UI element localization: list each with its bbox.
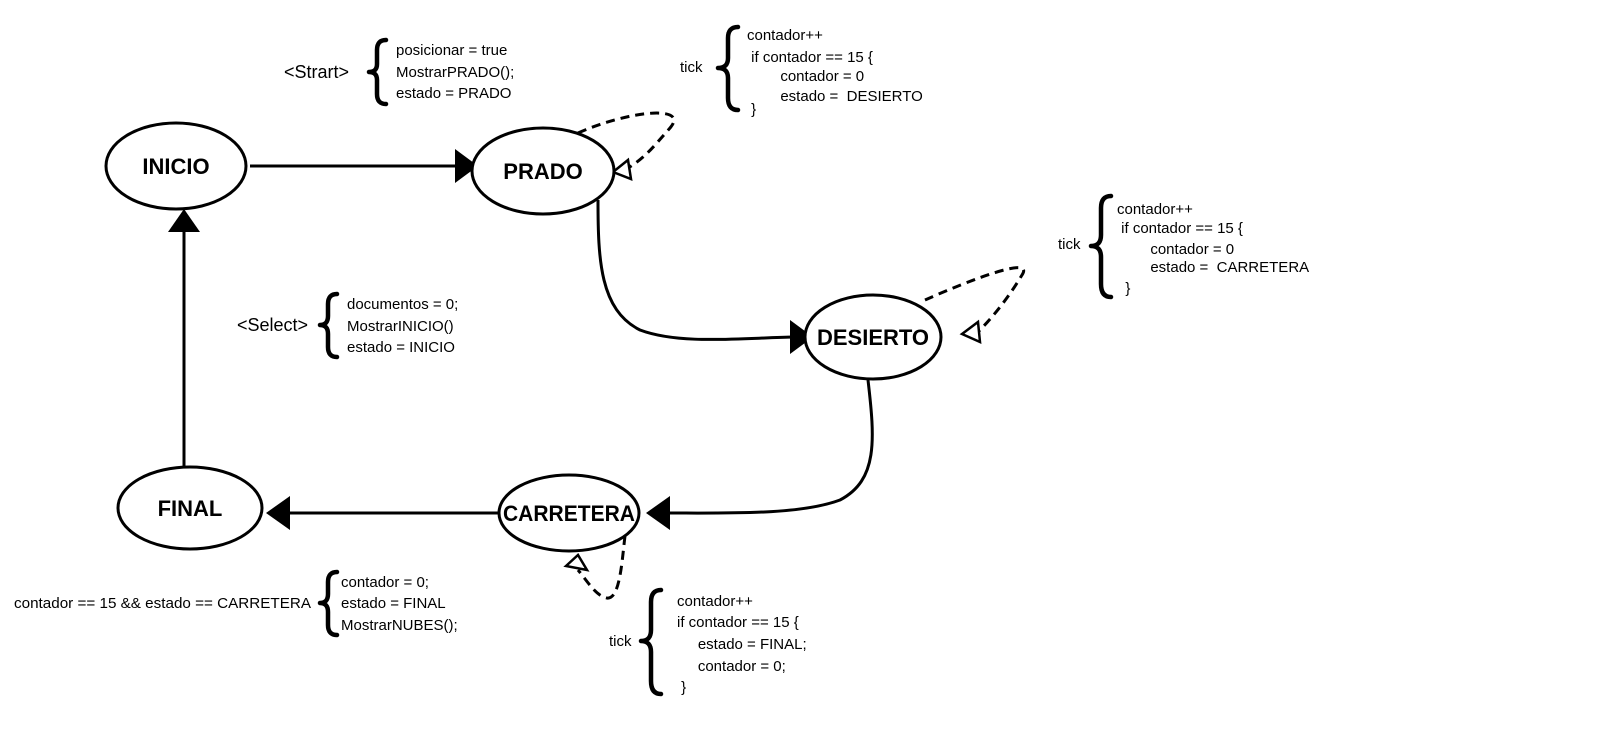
state-desierto-shape: [803, 293, 943, 381]
note-carretera-tick-trigger: tick: [609, 633, 632, 650]
note-carretera-tick: tick contador++ if contador == 15 { esta…: [609, 587, 807, 697]
note-prado-tick-brace: [715, 24, 741, 113]
state-carretera-shape: [497, 473, 641, 553]
state-inicio-shape: [104, 121, 248, 211]
note-desierto-tick: tick contador++ if contador == 15 { cont…: [1058, 193, 1309, 300]
note-select-line-3: estado = INICIO: [347, 339, 455, 356]
note-desierto-tick-trigger: tick: [1058, 236, 1081, 253]
edge-prado-to-desierto: [596, 199, 796, 341]
note-select-trigger: <Select>: [237, 315, 308, 335]
note-carretera-tick-line-5: }: [677, 679, 686, 696]
state-prado: PRADO: [470, 126, 616, 216]
note-final-condition-line-2: estado = FINAL: [341, 595, 446, 612]
arrowhead-prado-to-desierto: [790, 320, 813, 354]
note-start-line-3: estado = PRADO: [396, 85, 511, 102]
state-inicio-label: INICIO: [142, 154, 209, 179]
note-prado-tick-line-2: if contador == 15 {: [747, 49, 873, 66]
note-desierto-tick-line-3: contador = 0: [1117, 241, 1234, 258]
state-prado-shape: [470, 126, 616, 216]
state-final-label: FINAL: [158, 496, 223, 521]
edge-desierto-to-carretera: [664, 379, 874, 515]
arrowhead-inicio-to-prado: [455, 149, 478, 183]
loop-arrowhead-prado: [610, 157, 633, 181]
note-carretera-tick-line-4: contador = 0;: [677, 658, 786, 675]
note-final-condition-line-3: MostrarNUBES();: [341, 617, 458, 634]
note-prado-tick-line-5: }: [747, 101, 756, 118]
note-start-line-1: posicionar = true: [396, 42, 507, 59]
arrowhead-carretera-to-final: [266, 496, 290, 530]
note-prado-tick-line-4: estado = DESIERTO: [747, 88, 923, 105]
transitions: [168, 149, 874, 530]
state-desierto-label: DESIERTO: [817, 325, 929, 350]
note-final-condition: contador == 15 && estado == CARRETERA co…: [14, 569, 458, 638]
loop-carretera: [576, 535, 627, 600]
note-select: <Select> documentos = 0; MostrarINICIO()…: [237, 291, 458, 360]
note-start-line-2: MostrarPRADO();: [396, 64, 514, 81]
state-desierto: DESIERTO: [803, 293, 943, 381]
loop-desierto: [924, 266, 1026, 334]
note-prado-tick-line-1: contador++: [747, 27, 823, 44]
note-prado-tick-line-3: contador = 0: [747, 68, 864, 85]
self-loops: [563, 111, 1026, 600]
state-final: FINAL: [116, 465, 264, 551]
arrowhead-final-to-inicio: [168, 209, 200, 232]
state-final-shape: [116, 465, 264, 551]
note-start: <Strart> posicionar = true MostrarPRADO(…: [284, 37, 514, 107]
loop-arrowhead-carretera: [563, 553, 590, 572]
state-carretera: CARRETERA: [497, 473, 641, 553]
note-select-brace: [317, 291, 340, 360]
note-carretera-tick-line-3: estado = FINAL;: [677, 636, 807, 653]
loop-arrowhead-desierto: [959, 319, 982, 345]
note-start-brace: [366, 37, 389, 107]
state-inicio: INICIO: [104, 121, 248, 211]
note-select-line-1: documentos = 0;: [347, 296, 458, 313]
note-select-line-2: MostrarINICIO(): [347, 318, 454, 335]
note-final-condition-line-1: contador = 0;: [341, 574, 429, 591]
note-prado-tick: tick contador++ if contador == 15 { cont…: [680, 24, 923, 118]
state-carretera-label: CARRETERA: [503, 501, 635, 526]
note-carretera-tick-line-2: if contador == 15 {: [677, 614, 799, 631]
note-carretera-tick-line-1: contador++: [677, 593, 753, 610]
note-desierto-tick-line-2: if contador == 15 {: [1117, 220, 1243, 237]
note-final-condition-trigger: contador == 15 && estado == CARRETERA: [14, 595, 311, 612]
note-desierto-tick-line-4: estado = CARRETERA: [1117, 259, 1309, 276]
note-desierto-tick-line-5: }: [1117, 280, 1130, 297]
note-start-trigger: <Strart>: [284, 62, 349, 82]
note-final-condition-brace: [317, 569, 340, 638]
note-desierto-tick-line-1: contador++: [1117, 201, 1193, 218]
note-desierto-tick-brace: [1088, 193, 1114, 300]
state-prado-label: PRADO: [503, 159, 582, 184]
note-carretera-tick-brace: [638, 587, 664, 697]
note-prado-tick-trigger: tick: [680, 59, 703, 76]
arrowhead-desierto-to-carretera: [646, 496, 670, 530]
